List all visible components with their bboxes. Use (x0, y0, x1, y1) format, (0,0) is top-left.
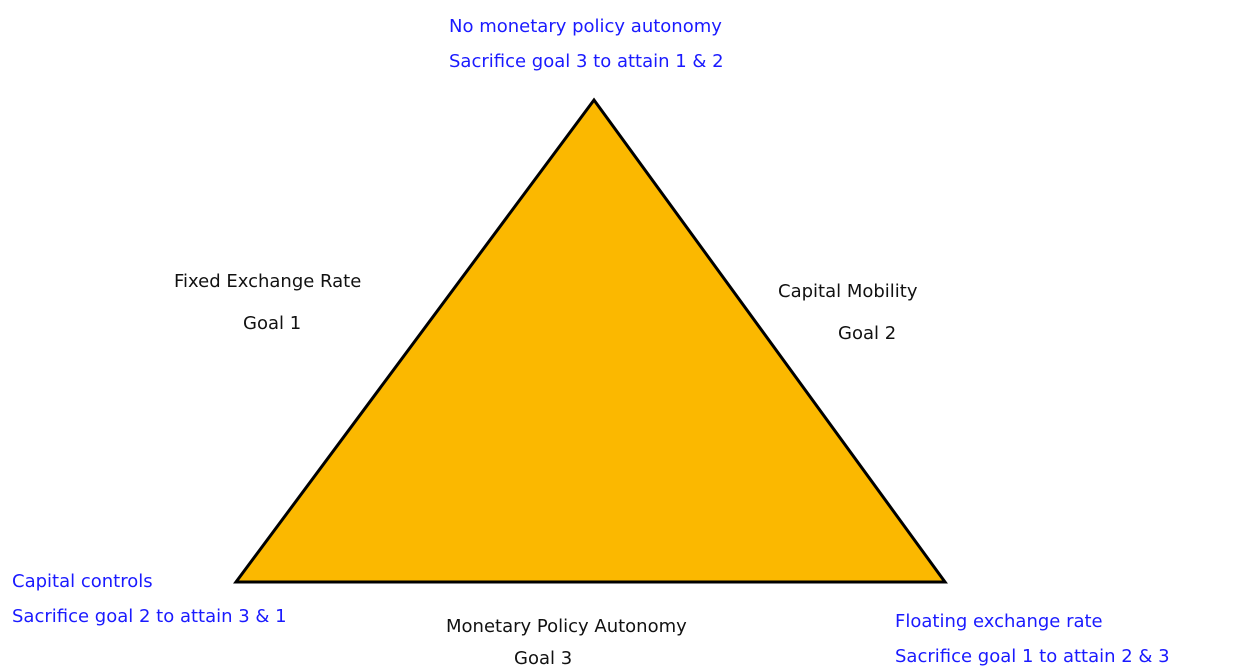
left-side-goal: Goal 1 (243, 313, 301, 334)
bottom-side-name: Monetary Policy Autonomy (446, 616, 687, 637)
left-vertex-line1: Capital controls (12, 571, 153, 592)
top-vertex-line2: Sacrifice goal 3 to attain 1 & 2 (449, 51, 724, 72)
bottom-side-goal: Goal 3 (514, 648, 572, 669)
left-side-name: Fixed Exchange Rate (174, 271, 361, 292)
left-vertex-line2: Sacrifice goal 2 to attain 3 & 1 (12, 606, 287, 627)
right-side-goal: Goal 2 (838, 323, 896, 344)
triangle (233, 97, 948, 584)
top-vertex-line1: No monetary policy autonomy (449, 16, 722, 37)
right-vertex-line2: Sacrifice goal 1 to attain 2 & 3 (895, 646, 1170, 667)
right-side-name: Capital Mobility (778, 281, 918, 302)
right-vertex-line1: Floating exchange rate (895, 611, 1103, 632)
